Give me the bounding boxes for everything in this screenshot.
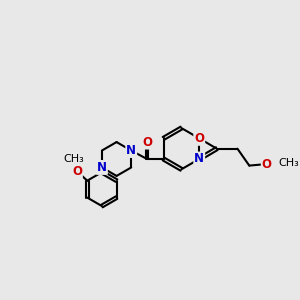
Text: O: O (262, 158, 272, 171)
Text: CH₃: CH₃ (63, 154, 84, 164)
Text: O: O (72, 165, 82, 178)
Text: CH₃: CH₃ (279, 158, 299, 168)
Text: N: N (194, 152, 204, 166)
Text: N: N (126, 144, 136, 157)
Text: N: N (97, 161, 107, 174)
Text: O: O (194, 132, 204, 145)
Text: O: O (142, 136, 152, 148)
